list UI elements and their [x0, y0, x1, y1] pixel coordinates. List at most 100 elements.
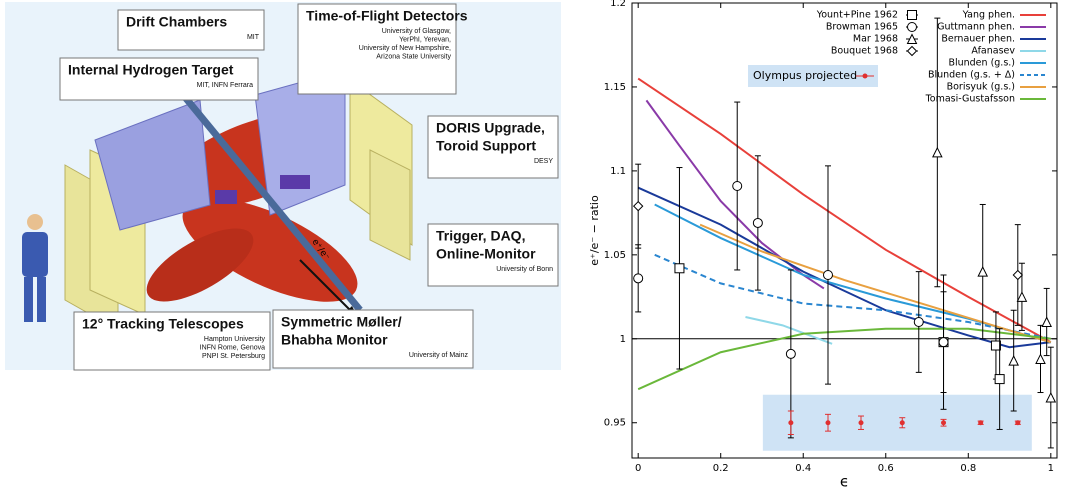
- data-point: [632, 200, 644, 212]
- box-affiliation: INFN Rome, Genova: [200, 344, 265, 351]
- x-axis-label: ϵ: [840, 473, 849, 490]
- legend-label: Blunden (g.s.): [948, 58, 1015, 69]
- data-point: [785, 348, 796, 359]
- person: [22, 214, 48, 322]
- data-point: [899, 420, 905, 426]
- y-tick-label: 1.15: [604, 82, 626, 93]
- data-point: [633, 273, 644, 284]
- x-tick-label: 1: [1048, 463, 1054, 474]
- legend-label: Guttmann phen.: [937, 22, 1015, 33]
- box-affiliation: University of New Hampshire,: [359, 45, 451, 52]
- data-point: [978, 420, 984, 426]
- data-point: [977, 266, 989, 277]
- label-box: [73, 311, 271, 371]
- legend-label: Yang phen.: [962, 10, 1015, 21]
- box-affiliation: Arizona State University: [376, 53, 451, 60]
- toroid-coil: [182, 198, 358, 302]
- plot-frame: [631, 2, 1058, 459]
- label-box: [427, 223, 559, 287]
- box-affiliation: PNPI St. Petersburg: [202, 353, 265, 360]
- x-tick-label: 0.2: [713, 463, 729, 474]
- x-tick-label: 0.8: [960, 463, 976, 474]
- x-tick-label: 0.4: [795, 463, 811, 474]
- box-title: Trigger, DAQ,: [436, 228, 525, 244]
- panel: [369, 149, 411, 261]
- data-point: [994, 374, 1005, 385]
- box-title: Toroid Support: [436, 138, 536, 154]
- data-point: [907, 22, 917, 32]
- legend-label: Yount+Pine 1962: [816, 10, 898, 21]
- model-curve: [637, 327, 1051, 391]
- drift-chamber: [94, 99, 211, 231]
- data-point: [788, 420, 794, 426]
- box-affiliation: University of Bonn: [496, 266, 553, 273]
- y-axis-label: e⁺/e⁻ − ratio: [588, 195, 601, 266]
- data-point: [990, 340, 1001, 351]
- y-tick-label: 1: [620, 334, 626, 345]
- data-point: [1041, 316, 1052, 328]
- data-point: [858, 420, 864, 426]
- model-curve: [745, 315, 833, 345]
- projection-band: [762, 394, 1032, 451]
- telescope: [215, 190, 237, 204]
- data-point: [938, 337, 949, 348]
- label-box: [427, 115, 559, 179]
- data-point: [907, 10, 917, 20]
- beam-pipe: [172, 82, 363, 313]
- data-point: [1035, 353, 1046, 364]
- detector-illustration: e⁺/e⁻: [5, 2, 561, 370]
- telescope: [280, 175, 310, 189]
- y-tick-label: 0.95: [604, 418, 626, 429]
- box-affiliation: University of Mainz: [409, 352, 469, 359]
- y-tick-label: 1.05: [604, 250, 626, 261]
- box-title: Drift Chambers: [126, 14, 227, 30]
- box-title: Online-Monitor: [436, 246, 536, 262]
- box-affiliation: MIT: [247, 34, 260, 41]
- model-curve: [654, 203, 1052, 344]
- chart: 0.95 1 1.05 1.1 1.15 1.2 0 0.2 0.4 0.6 0.8 1 ϵ e⁺/e⁻ …: [588, 0, 1058, 490]
- data-point: [1016, 291, 1028, 302]
- box-title: DORIS Upgrade,: [436, 120, 545, 136]
- label-box: [117, 9, 265, 51]
- box-affiliation: MIT, INFN Ferrara: [197, 82, 253, 89]
- label-box: [272, 309, 474, 369]
- data-point: [1008, 355, 1019, 366]
- box-affiliation: Hampton University: [204, 336, 266, 343]
- legend-label: Bouquet 1968: [831, 46, 898, 57]
- data-point: [913, 317, 924, 328]
- legend-swatch: [862, 73, 868, 79]
- data-point: [1045, 391, 1057, 403]
- legend-label: Mar 1968: [853, 34, 898, 45]
- label-box: [297, 3, 457, 95]
- model-curve: [637, 77, 1052, 344]
- data-point: [732, 181, 743, 192]
- legend-label: Blunden (g.s. + Δ): [928, 70, 1015, 81]
- data-point: [932, 146, 943, 158]
- legend-label: Olympus projected: [753, 69, 857, 82]
- legend-label: Borisyuk (g.s.): [947, 82, 1015, 93]
- data-point: [906, 45, 918, 57]
- label-box: [59, 57, 259, 101]
- toroid-coil: [146, 228, 254, 302]
- box-title: Bhabha Monitor: [281, 332, 388, 348]
- data-point: [674, 263, 685, 274]
- x-tick-label: 0: [635, 463, 641, 474]
- box-affiliation: YerPhI, Yerevan,: [399, 36, 451, 43]
- legend-label: Tomasi-Gustafsson: [925, 94, 1015, 105]
- data-point: [1012, 269, 1024, 281]
- legend-label: Afanasev: [971, 46, 1015, 57]
- y-tick-label: 1.2: [610, 0, 626, 9]
- box-title: Internal Hydrogen Target: [68, 62, 234, 78]
- model-curve: [699, 223, 1052, 344]
- data-point: [906, 33, 918, 44]
- label-boxes: Drift Chambers MIT Time-of-Flight Detector…: [59, 3, 559, 371]
- x-tick-label: 0.6: [878, 463, 894, 474]
- y-tick-label: 1.1: [610, 166, 626, 177]
- data-point: [941, 420, 947, 426]
- data-point: [825, 420, 831, 426]
- box-title: Symmetric Møller/: [281, 314, 402, 330]
- model-curve: [637, 186, 1051, 349]
- box-title: 12° Tracking Telescopes: [82, 316, 244, 332]
- legend-label: Browman 1965: [826, 22, 898, 33]
